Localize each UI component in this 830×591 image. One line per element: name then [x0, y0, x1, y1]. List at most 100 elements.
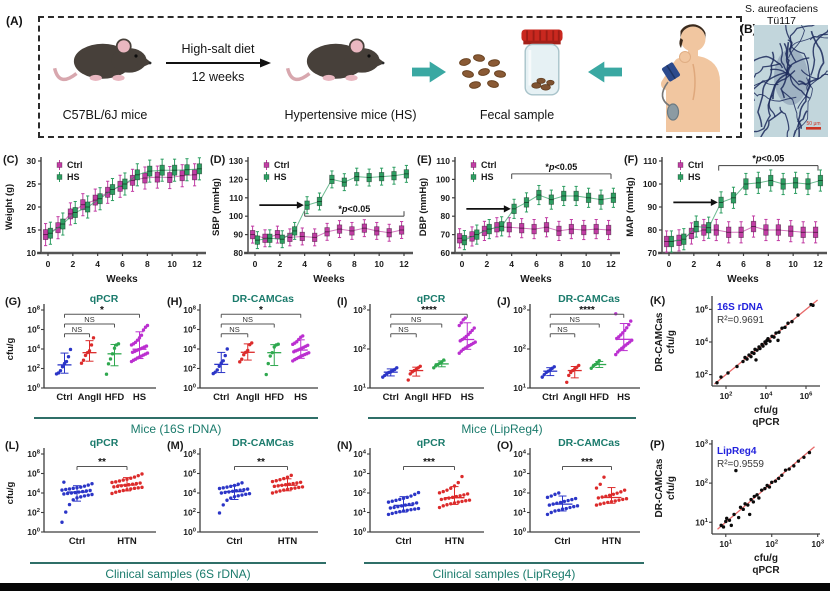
svg-text:qPCR: qPCR [417, 437, 446, 449]
svg-text:(P): (P) [650, 439, 665, 451]
svg-text:106: 106 [27, 469, 40, 479]
svg-text:cfu/g: cfu/g [5, 337, 16, 360]
svg-text:Ctrl: Ctrl [383, 392, 399, 403]
svg-text:90: 90 [648, 202, 658, 212]
svg-text:16S rDNA: 16S rDNA [717, 302, 763, 313]
svg-text:Ctrl: Ctrl [67, 160, 83, 170]
svg-text:HFD: HFD [432, 392, 452, 403]
svg-text:102: 102 [695, 370, 708, 380]
svg-text:(G): (G) [5, 296, 21, 308]
svg-text:10: 10 [374, 259, 384, 269]
svg-text:100: 100 [27, 383, 40, 393]
svg-text:110: 110 [229, 193, 243, 203]
svg-text:102: 102 [513, 344, 526, 354]
svg-text:HS: HS [274, 172, 287, 182]
svg-text:HS: HS [481, 172, 494, 182]
panel-map-chart: 70 80 90 100 110 0 2 4 6 8 10 12 Weeks MAP (mmHg) (F) C… [622, 149, 829, 295]
svg-text:DR-CAMCas: DR-CAMCas [558, 437, 620, 449]
mouse1-caption: C57BL/6J mice [62, 108, 148, 122]
svg-text:12: 12 [192, 259, 202, 269]
svg-text:(I): (I) [337, 296, 348, 308]
svg-text:***: *** [423, 457, 435, 468]
svg-text:102: 102 [183, 364, 196, 374]
svg-text:8: 8 [145, 259, 150, 269]
svg-text:12: 12 [813, 259, 823, 269]
mouse2-caption: Hypertensive mice (HS) [284, 108, 417, 122]
svg-text:HS: HS [617, 392, 630, 403]
svg-text:HTN: HTN [117, 536, 137, 547]
svg-text:100: 100 [353, 527, 366, 537]
svg-text:HS: HS [133, 392, 146, 403]
group-label-mice-lipreg4: Mice (LipReg4) [368, 417, 636, 436]
svg-text:10: 10 [27, 248, 37, 258]
svg-text:****: **** [421, 305, 437, 316]
svg-text:NS: NS [570, 315, 580, 324]
svg-text:*p<0.05: *p<0.05 [338, 204, 370, 214]
svg-text:100: 100 [643, 179, 657, 189]
svg-text:HS: HS [294, 392, 307, 403]
svg-text:80: 80 [648, 225, 658, 235]
panel-a-label: (A) [6, 14, 23, 28]
svg-text:6: 6 [327, 259, 332, 269]
svg-text:SBP (mmHg): SBP (mmHg) [211, 178, 222, 236]
svg-text:101: 101 [353, 508, 366, 518]
svg-text:NS: NS [243, 315, 253, 324]
svg-text:103: 103 [353, 469, 366, 479]
svg-text:108: 108 [183, 449, 196, 459]
svg-text:Ctrl: Ctrl [688, 160, 704, 170]
svg-text:20: 20 [27, 202, 37, 212]
svg-text:102: 102 [353, 344, 366, 354]
svg-text:101: 101 [513, 383, 526, 393]
svg-text:qPCR: qPCR [417, 293, 446, 305]
svg-text:***: *** [581, 457, 593, 468]
svg-text:AngII: AngII [236, 392, 260, 403]
svg-text:106: 106 [695, 304, 708, 314]
svg-text:(D): (D) [210, 154, 226, 166]
svg-text:10: 10 [581, 259, 591, 269]
svg-text:108: 108 [27, 449, 40, 459]
svg-text:LipReg4: LipReg4 [717, 446, 757, 457]
svg-text:Ctrl: Ctrl [56, 392, 72, 403]
svg-text:Weight (g): Weight (g) [4, 184, 15, 230]
panel-drcamcas-16s-chart: DR-CAMCas (H) 100 102 104 106 108 Ctrl AngII HFD H… [166, 292, 326, 423]
svg-text:HS: HS [688, 172, 701, 182]
svg-text:12: 12 [606, 259, 616, 269]
svg-text:NS: NS [398, 325, 408, 334]
svg-text:cfu/g: cfu/g [666, 476, 677, 500]
svg-text:AngII: AngII [563, 392, 587, 403]
panel-sbp-chart: 80 90 100 110 120 130 0 2 4 6 8 10 12 Weeks SBP (mmHg)… [208, 149, 415, 295]
svg-text:cfu/g: cfu/g [754, 405, 778, 416]
svg-text:AngII: AngII [78, 392, 102, 403]
svg-text:4: 4 [95, 259, 100, 269]
svg-text:101: 101 [695, 517, 708, 527]
svg-text:(N): (N) [337, 440, 353, 452]
svg-text:102: 102 [765, 539, 778, 549]
svg-text:NS: NS [84, 315, 94, 324]
svg-text:106: 106 [183, 325, 196, 335]
panel-clinical-qpcr-lipreg4-chart: qPCR (N) 100 101 102 103 104 Ctrl HTN *** [336, 436, 492, 567]
panel-drcamcas-lipreg4-chart: DR-CAMCas (J) 101 102 103 Ctrl AngII HFD HS NS NS *… [496, 292, 648, 423]
svg-text:(F): (F) [624, 154, 638, 166]
svg-text:(M): (M) [167, 440, 184, 452]
svg-text:104: 104 [353, 449, 366, 459]
svg-text:Weeks: Weeks [313, 274, 345, 285]
svg-text:106: 106 [183, 469, 196, 479]
group-label-mice-16s: Mice (16S rDNA) [34, 417, 318, 436]
svg-text:qPCR: qPCR [90, 437, 119, 449]
svg-text:103: 103 [695, 439, 708, 449]
svg-text:102: 102 [183, 508, 196, 518]
svg-text:103: 103 [513, 469, 526, 479]
fecal-sample-caption: Fecal sample [479, 108, 555, 122]
scale-bar-label: 50 μm [807, 121, 821, 127]
svg-text:DR-CAMCas: DR-CAMCas [232, 437, 294, 449]
svg-text:10: 10 [167, 259, 177, 269]
svg-text:HFD: HFD [105, 392, 125, 403]
svg-text:25: 25 [27, 179, 37, 189]
svg-text:Ctrl: Ctrl [554, 536, 570, 547]
svg-text:AngII: AngII [404, 392, 428, 403]
svg-text:0: 0 [667, 259, 672, 269]
svg-text:**: ** [257, 457, 265, 468]
svg-text:108: 108 [183, 305, 196, 315]
svg-text:90: 90 [234, 230, 244, 240]
